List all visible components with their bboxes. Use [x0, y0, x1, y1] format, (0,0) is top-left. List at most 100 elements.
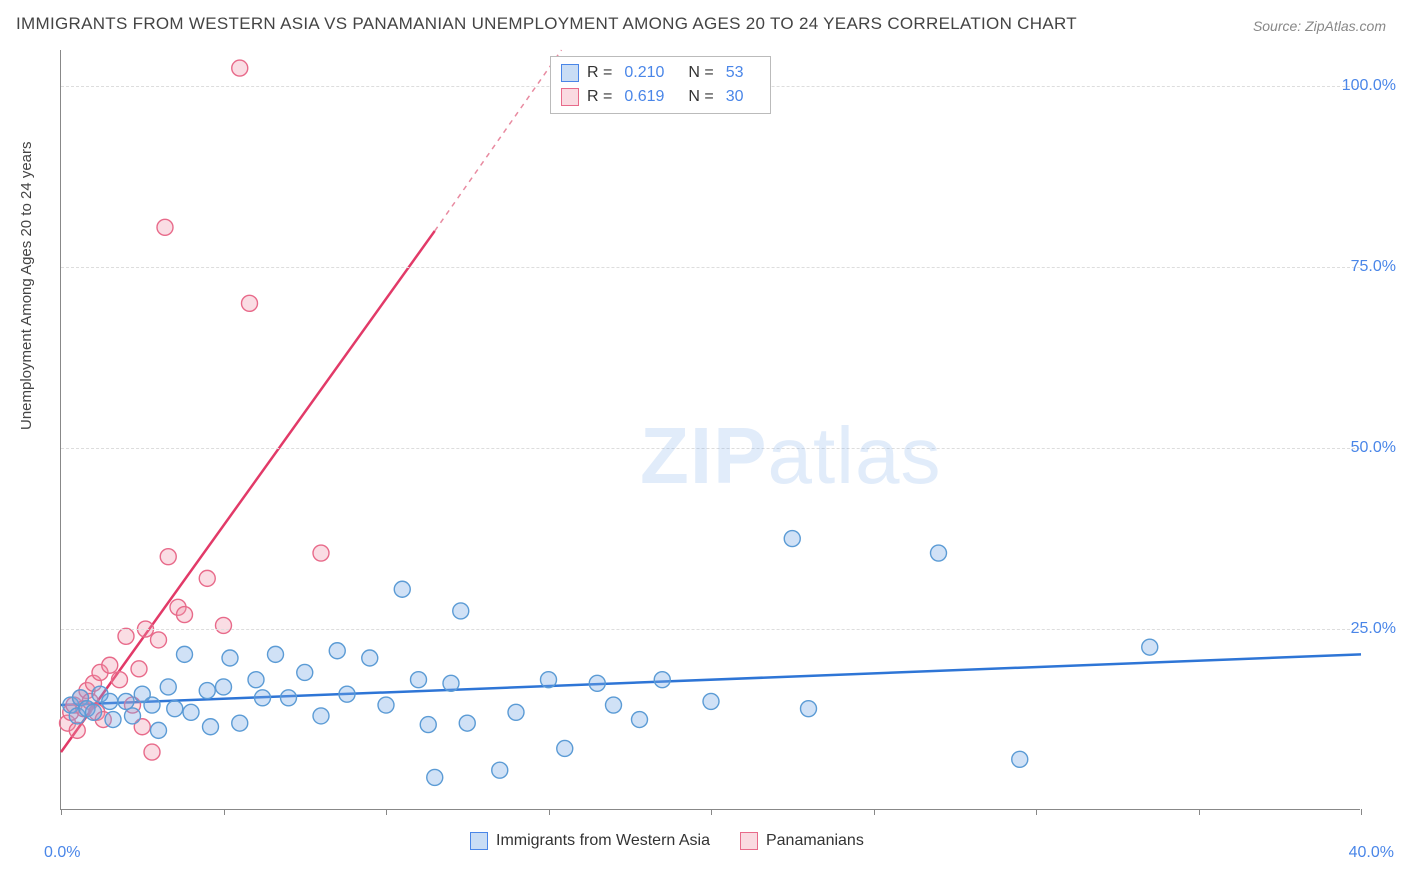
point-blue — [703, 693, 719, 709]
point-blue — [118, 693, 134, 709]
point-blue — [313, 708, 329, 724]
legend-item: Immigrants from Western Asia — [470, 832, 710, 850]
point-blue — [606, 697, 622, 713]
point-blue — [801, 701, 817, 717]
x-tick — [224, 809, 225, 815]
point-blue — [420, 717, 436, 733]
point-pink — [313, 545, 329, 561]
chart-source: Source: ZipAtlas.com — [1253, 18, 1386, 34]
chart-container: IMMIGRANTS FROM WESTERN ASIA VS PANAMANI… — [0, 0, 1406, 892]
point-blue — [167, 701, 183, 717]
y-tick-label: 50.0% — [1351, 439, 1396, 457]
point-blue — [632, 712, 648, 728]
point-blue — [557, 740, 573, 756]
x-tick — [711, 809, 712, 815]
point-blue — [453, 603, 469, 619]
legend-label: Immigrants from Western Asia — [496, 832, 710, 850]
point-blue — [339, 686, 355, 702]
plot-area — [60, 50, 1360, 810]
point-blue — [160, 679, 176, 695]
x-tick — [874, 809, 875, 815]
point-pink — [242, 295, 258, 311]
point-blue — [654, 672, 670, 688]
legend-item: Panamanians — [740, 832, 864, 850]
point-pink — [102, 657, 118, 673]
gridline — [61, 448, 1360, 449]
point-blue — [177, 646, 193, 662]
point-blue — [459, 715, 475, 731]
point-blue — [125, 708, 141, 724]
legend-r-value: 0.619 — [624, 85, 664, 109]
point-blue — [784, 531, 800, 547]
point-pink — [177, 607, 193, 623]
point-blue — [216, 679, 232, 695]
point-pink — [232, 60, 248, 76]
point-pink — [160, 549, 176, 565]
y-tick-label: 25.0% — [1351, 620, 1396, 638]
point-blue — [232, 715, 248, 731]
point-blue — [1142, 639, 1158, 655]
point-blue — [443, 675, 459, 691]
legend-n-value: 53 — [726, 61, 744, 85]
point-blue — [255, 690, 271, 706]
point-blue — [297, 664, 313, 680]
point-blue — [492, 762, 508, 778]
point-blue — [589, 675, 605, 691]
gridline — [61, 629, 1360, 630]
x-tick-min: 0.0% — [44, 844, 80, 862]
point-blue — [183, 704, 199, 720]
point-blue — [268, 646, 284, 662]
y-axis-label: Unemployment Among Ages 20 to 24 years — [18, 141, 35, 430]
legend-label: Panamanians — [766, 832, 864, 850]
point-blue — [151, 722, 167, 738]
chart-title: IMMIGRANTS FROM WESTERN ASIA VS PANAMANI… — [16, 14, 1077, 34]
point-pink — [144, 744, 160, 760]
trend-line — [435, 50, 562, 231]
point-blue — [931, 545, 947, 561]
x-tick — [1036, 809, 1037, 815]
point-pink — [199, 570, 215, 586]
y-tick-label: 100.0% — [1342, 77, 1396, 95]
point-pink — [151, 632, 167, 648]
point-pink — [69, 722, 85, 738]
legend-correlation: R =0.210N =53R =0.619N =30 — [550, 56, 771, 114]
point-blue — [105, 712, 121, 728]
x-tick — [386, 809, 387, 815]
x-tick-max: 40.0% — [1349, 844, 1394, 862]
legend-swatch — [561, 88, 579, 106]
y-tick-label: 75.0% — [1351, 258, 1396, 276]
point-blue — [1012, 751, 1028, 767]
legend-swatch — [561, 64, 579, 82]
legend-row: R =0.619N =30 — [561, 85, 760, 109]
point-blue — [362, 650, 378, 666]
point-blue — [222, 650, 238, 666]
point-blue — [427, 769, 443, 785]
legend-r-label: R = — [587, 61, 612, 85]
legend-swatch — [470, 832, 488, 850]
plot-svg — [61, 50, 1360, 809]
legend-swatch — [740, 832, 758, 850]
point-pink — [157, 219, 173, 235]
point-pink — [131, 661, 147, 677]
point-pink — [112, 672, 128, 688]
legend-series: Immigrants from Western Asia Panamanians — [470, 832, 864, 850]
point-pink — [216, 617, 232, 633]
point-blue — [411, 672, 427, 688]
point-blue — [541, 672, 557, 688]
point-blue — [281, 690, 297, 706]
legend-r-label: R = — [587, 85, 612, 109]
x-tick — [549, 809, 550, 815]
point-blue — [144, 697, 160, 713]
point-blue — [203, 719, 219, 735]
x-tick — [1199, 809, 1200, 815]
point-blue — [394, 581, 410, 597]
point-blue — [329, 643, 345, 659]
gridline — [61, 267, 1360, 268]
legend-row: R =0.210N =53 — [561, 61, 760, 85]
point-blue — [508, 704, 524, 720]
point-blue — [199, 683, 215, 699]
point-blue — [378, 697, 394, 713]
legend-r-value: 0.210 — [624, 61, 664, 85]
point-blue — [248, 672, 264, 688]
point-blue — [102, 693, 118, 709]
